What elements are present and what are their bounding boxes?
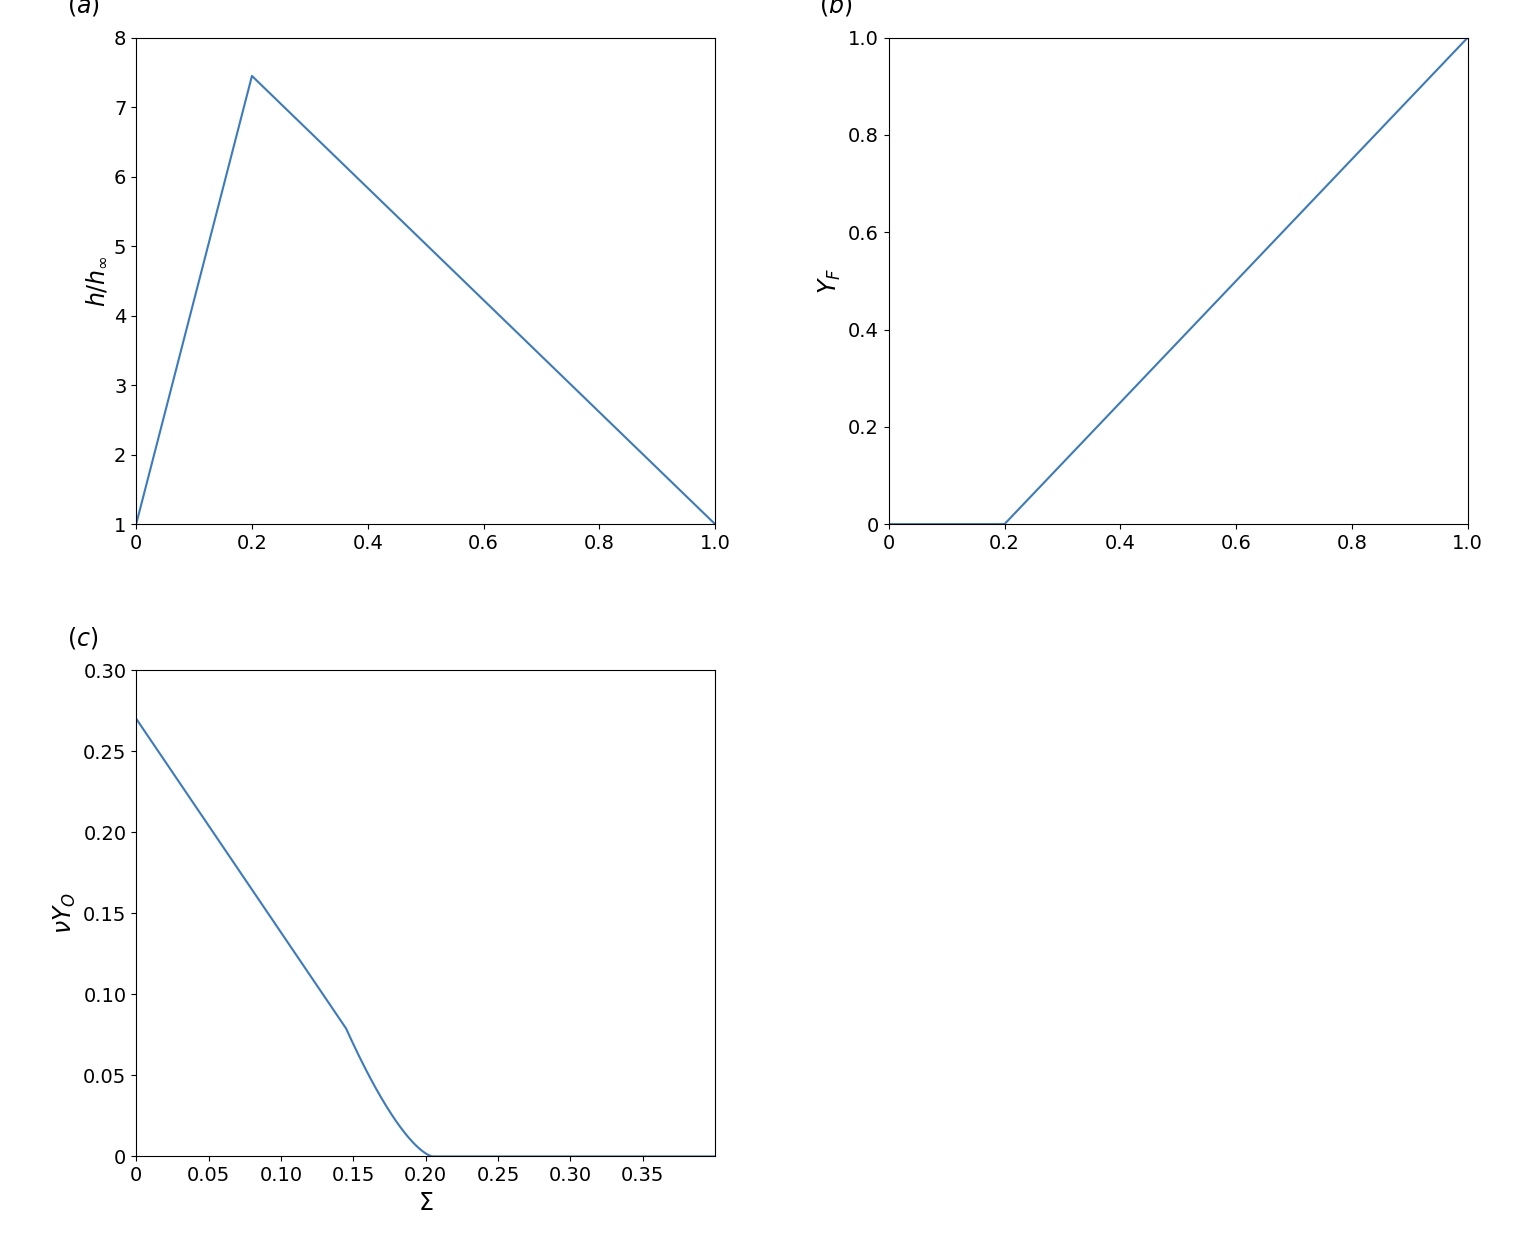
Y-axis label: $\nu Y_O$: $\nu Y_O$ xyxy=(51,892,77,934)
Y-axis label: $h/h_\infty$: $h/h_\infty$ xyxy=(85,255,109,307)
Text: $(c)$: $(c)$ xyxy=(67,625,98,651)
X-axis label: $\Sigma$: $\Sigma$ xyxy=(418,1190,433,1214)
Text: $(b)$: $(b)$ xyxy=(819,0,853,19)
Text: $(a)$: $(a)$ xyxy=(67,0,100,19)
Y-axis label: $Y_F$: $Y_F$ xyxy=(817,268,843,294)
